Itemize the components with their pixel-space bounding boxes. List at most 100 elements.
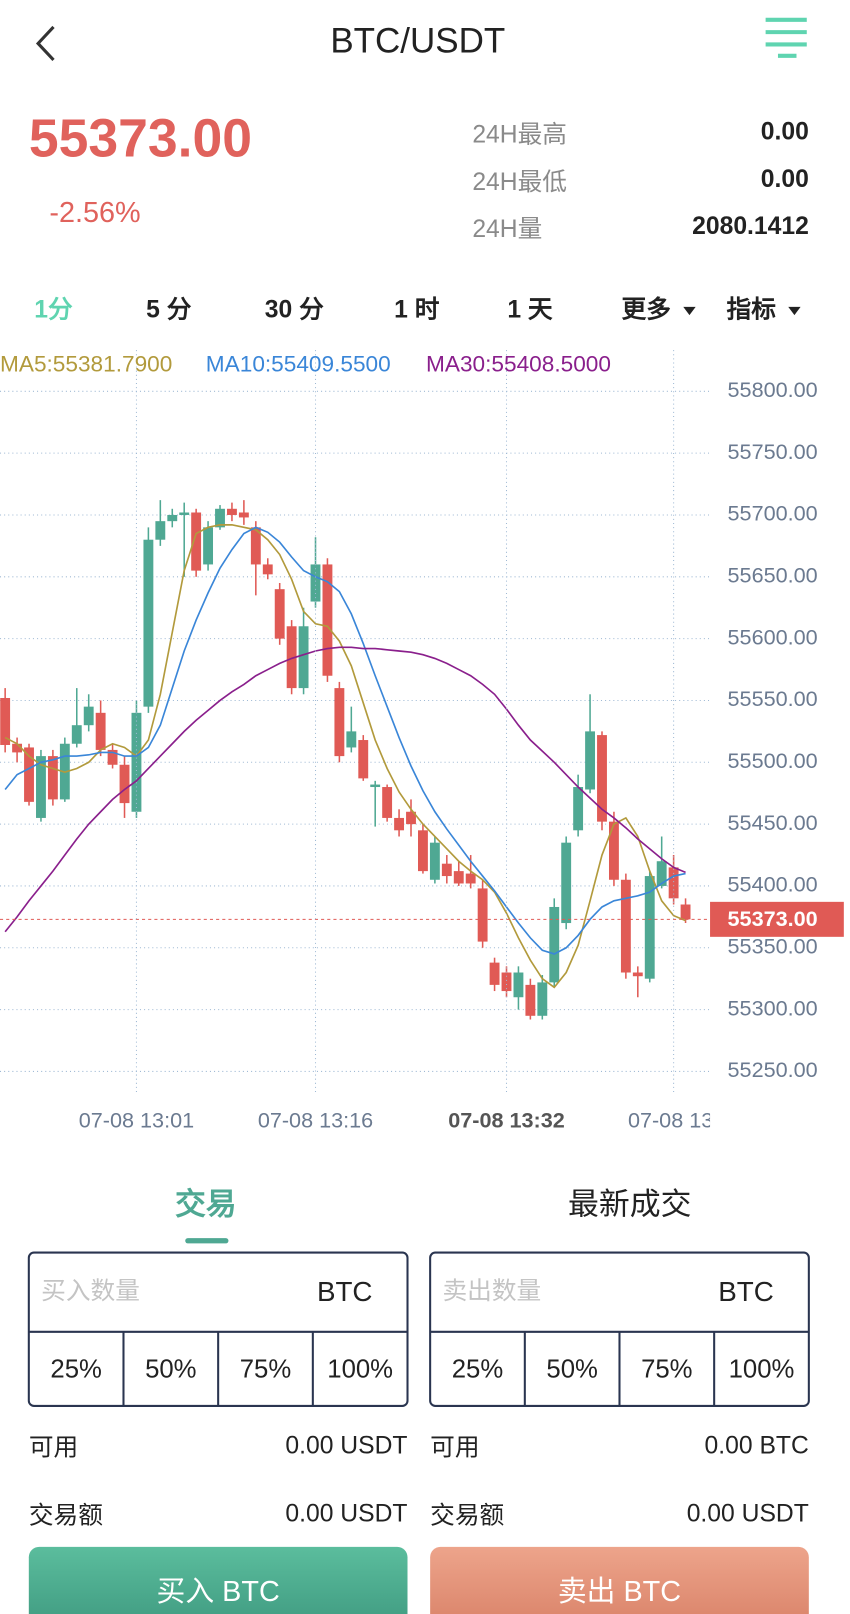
last-price-tag [710,901,844,937]
candle-body [12,743,23,753]
period-tab[interactable]: 指标 [727,296,777,324]
y-tick-label: 55600.00 [728,624,818,649]
available-value: 0.00 USDT [285,1433,407,1460]
candle-body [513,972,524,998]
y-tick-label: 55450.00 [728,810,818,835]
period-tab[interactable]: 更多 [622,296,671,324]
y-tick-label: 55700.00 [728,501,818,526]
last-price: 55373.00 [29,109,252,168]
candle-body [394,817,405,831]
candle-body [501,972,512,992]
candle-body [191,512,202,571]
kline-chart: 07-08 13:01 07-08 13:16 07-08 13:32 07-08 1… [0,350,844,1133]
trade-tab[interactable]: 交易 [175,1186,237,1221]
submit-button[interactable] [430,1546,809,1614]
period-tab[interactable]: 1分 [34,296,73,324]
candle-body [143,539,154,707]
tab-underline [185,1238,229,1244]
submit-button[interactable] [28,1546,408,1614]
candle-body [561,842,572,924]
candle-body [358,740,369,779]
candle-body [203,527,214,565]
y-tick-label: 55350.00 [728,933,818,958]
x-tick-label: 07-08 13:32 [448,1108,565,1133]
stat-value: 0.00 [761,118,809,145]
candle-body [382,787,393,818]
candle-body [370,784,381,788]
submit-label: 卖出 BTC [558,1576,681,1608]
candle-body [215,508,225,528]
candle-body [167,514,178,522]
trade-tab[interactable]: 最新成交 [568,1186,691,1221]
legend-entry: MA10:55409.5500 [206,352,391,377]
legend-entry: MA5:55381.7900 [0,352,172,377]
price-change: -2.56% [49,197,140,229]
y-tick-label: 55400.00 [728,872,818,897]
available-label: 可用 [430,1435,479,1462]
candle-body [573,787,584,831]
candle-body [262,564,273,575]
period-tab[interactable]: 5 分 [146,296,192,324]
period-tab[interactable]: 1 时 [394,296,440,324]
stat-value: 2080.1412 [692,213,809,240]
candle-body [525,984,536,1016]
y-tick-label: 55500.00 [728,748,818,773]
candle-body [24,747,34,802]
candle-body [334,688,345,757]
candle-body [0,697,11,745]
amount-value: 0.00 USDT [285,1501,407,1528]
candle-body [250,527,261,565]
last-price-label: 55373.00 [728,906,818,931]
candle-body [95,712,106,750]
quantity-input[interactable]: 卖出数量 [442,1277,541,1305]
page-title: BTC/USDT [330,22,505,61]
period-tab[interactable]: 30 分 [265,296,324,324]
ma-line [4,524,686,989]
candle-body [274,589,285,639]
amount-label: 交易额 [29,1502,103,1530]
candle-body [644,876,655,979]
candle-body [286,626,297,689]
percent-button[interactable]: 50% [546,1356,597,1384]
candle-body [107,749,118,765]
x-tick-label: 07-08 13:16 [258,1108,373,1133]
candle-body [656,861,667,886]
candle-body [441,863,452,877]
candle-body [238,512,249,518]
quantity-input[interactable]: 买入数量 [41,1277,140,1305]
available-value: 0.00 BTC [705,1433,809,1460]
percent-button[interactable]: 25% [452,1356,503,1384]
back-button[interactable] [35,25,55,61]
candle-body [537,982,548,1016]
percent-button[interactable]: 100% [327,1356,393,1384]
candle-body [418,830,428,872]
candle-body [310,564,321,602]
stat-label: 24H最高 [472,121,567,149]
percent-button[interactable]: 50% [145,1356,196,1384]
y-tick-label: 55250.00 [728,1057,818,1082]
candle-body [489,962,500,985]
x-tick-label: 07-08 13: [628,1108,719,1133]
percent-button[interactable]: 75% [240,1356,291,1384]
ma-line [4,646,686,933]
stat-label: 24H最低 [472,168,567,196]
stat-label: 24H量 [472,216,542,243]
percent-button[interactable]: 25% [50,1356,101,1384]
candle-body [406,811,416,825]
candle-body [36,756,46,818]
percent-button[interactable]: 100% [729,1356,795,1384]
candle-body [227,508,237,515]
candle-body [83,706,94,726]
candle-body [453,871,464,884]
candle-body [549,906,560,983]
period-tab[interactable]: 1 天 [507,297,553,324]
candle-body [322,564,333,676]
candle-body [71,725,82,744]
menu-icon[interactable] [765,17,807,58]
ma-line [4,526,686,955]
plot-area: 07-08 13:01 07-08 13:16 07-08 13:32 07-08 1… [0,390,719,1133]
available-label: 可用 [29,1435,78,1462]
percent-button[interactable]: 75% [641,1356,692,1384]
